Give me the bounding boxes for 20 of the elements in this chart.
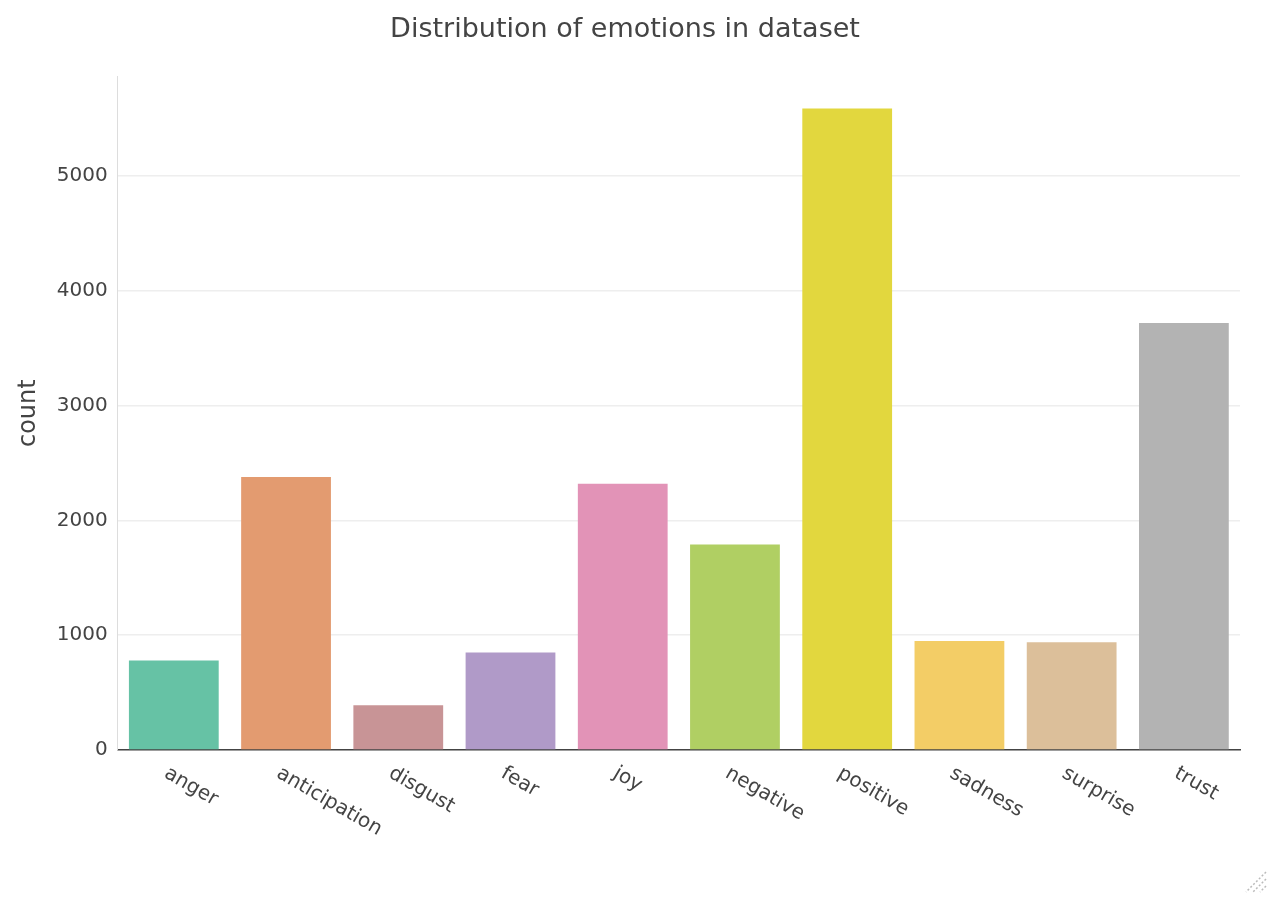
- bar: [353, 705, 444, 750]
- x-tick-label: joy: [608, 759, 648, 796]
- y-tick-label: 4000: [56, 277, 108, 302]
- bar: [241, 476, 331, 750]
- y-tick-label: 5000: [56, 162, 108, 187]
- y-tick-label: 2000: [56, 506, 108, 531]
- y-tick-label: 1000: [56, 621, 108, 646]
- bar: [128, 660, 219, 750]
- bar: [577, 483, 668, 750]
- x-tick-label: fear: [497, 760, 545, 802]
- y-tick-label: 0: [94, 736, 108, 761]
- bar: [1138, 323, 1229, 750]
- y-axis-title: count: [12, 379, 41, 448]
- bar: [690, 544, 780, 750]
- bar: [802, 108, 893, 750]
- bar: [465, 652, 556, 750]
- chart-title: Distribution of emotions in dataset: [390, 12, 860, 44]
- y-tick-label: 3000: [56, 391, 108, 416]
- bar: [1026, 642, 1117, 750]
- bar: [914, 640, 1005, 750]
